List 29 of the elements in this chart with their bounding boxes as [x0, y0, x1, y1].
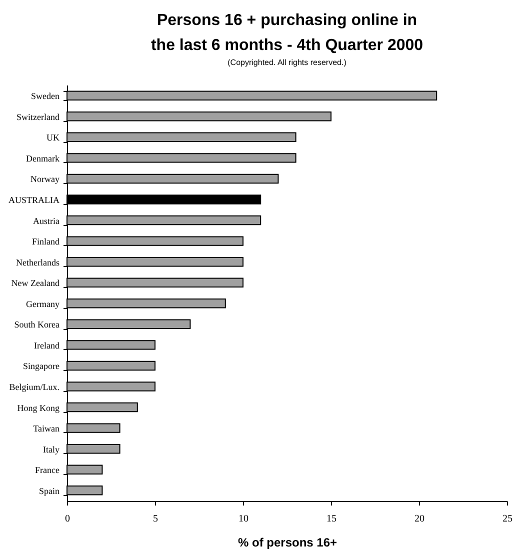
y-tick-label: UK — [46, 132, 60, 143]
y-tick-label: Austria — [33, 216, 60, 226]
y-tick-label: AUSTRALIA — [8, 194, 60, 205]
y-tick-label: New Zealand — [11, 278, 60, 288]
y-tick-label: South Korea — [14, 320, 60, 330]
x-tick-label: 15 — [326, 514, 336, 524]
y-tick-label: Hong Kong — [17, 402, 60, 413]
chart-title: Persons 16 + purchasing online in the last 6 months - 4th Quarter 2000 — [150, 12, 424, 54]
y-tick-label: Ireland — [34, 340, 60, 350]
x-tick-label: 20 — [414, 514, 424, 524]
x-axis-title: % of persons 16+ — [238, 536, 338, 550]
y-tick-label: Belgium/Lux. — [9, 382, 60, 392]
chart-subtitle: (Copyrighted. All rights reserved.) — [228, 58, 347, 67]
x-tick-label: 25 — [502, 514, 512, 524]
y-tick-label: Norway — [30, 174, 60, 184]
y-tick-label: Taiwan — [33, 424, 60, 434]
x-tick-label: 0 — [65, 514, 70, 524]
y-tick-label: Singapore — [23, 361, 60, 372]
y-tick-label: Denmark — [26, 153, 60, 164]
y-tick-label: Finland — [32, 236, 60, 247]
y-tick-label: Germany — [26, 298, 60, 309]
y-tick-label: Italy — [43, 444, 60, 454]
y-tick-label: Sweden — [31, 91, 60, 102]
x-tick-label: 5 — [153, 514, 158, 524]
x-tick-label: 10 — [238, 514, 248, 524]
y-tick-label: France — [35, 465, 60, 476]
y-tick-label: Spain — [38, 486, 60, 496]
y-tick-label: Switzerland — [16, 112, 60, 122]
y-tick-label: Netherlands — [16, 257, 60, 268]
